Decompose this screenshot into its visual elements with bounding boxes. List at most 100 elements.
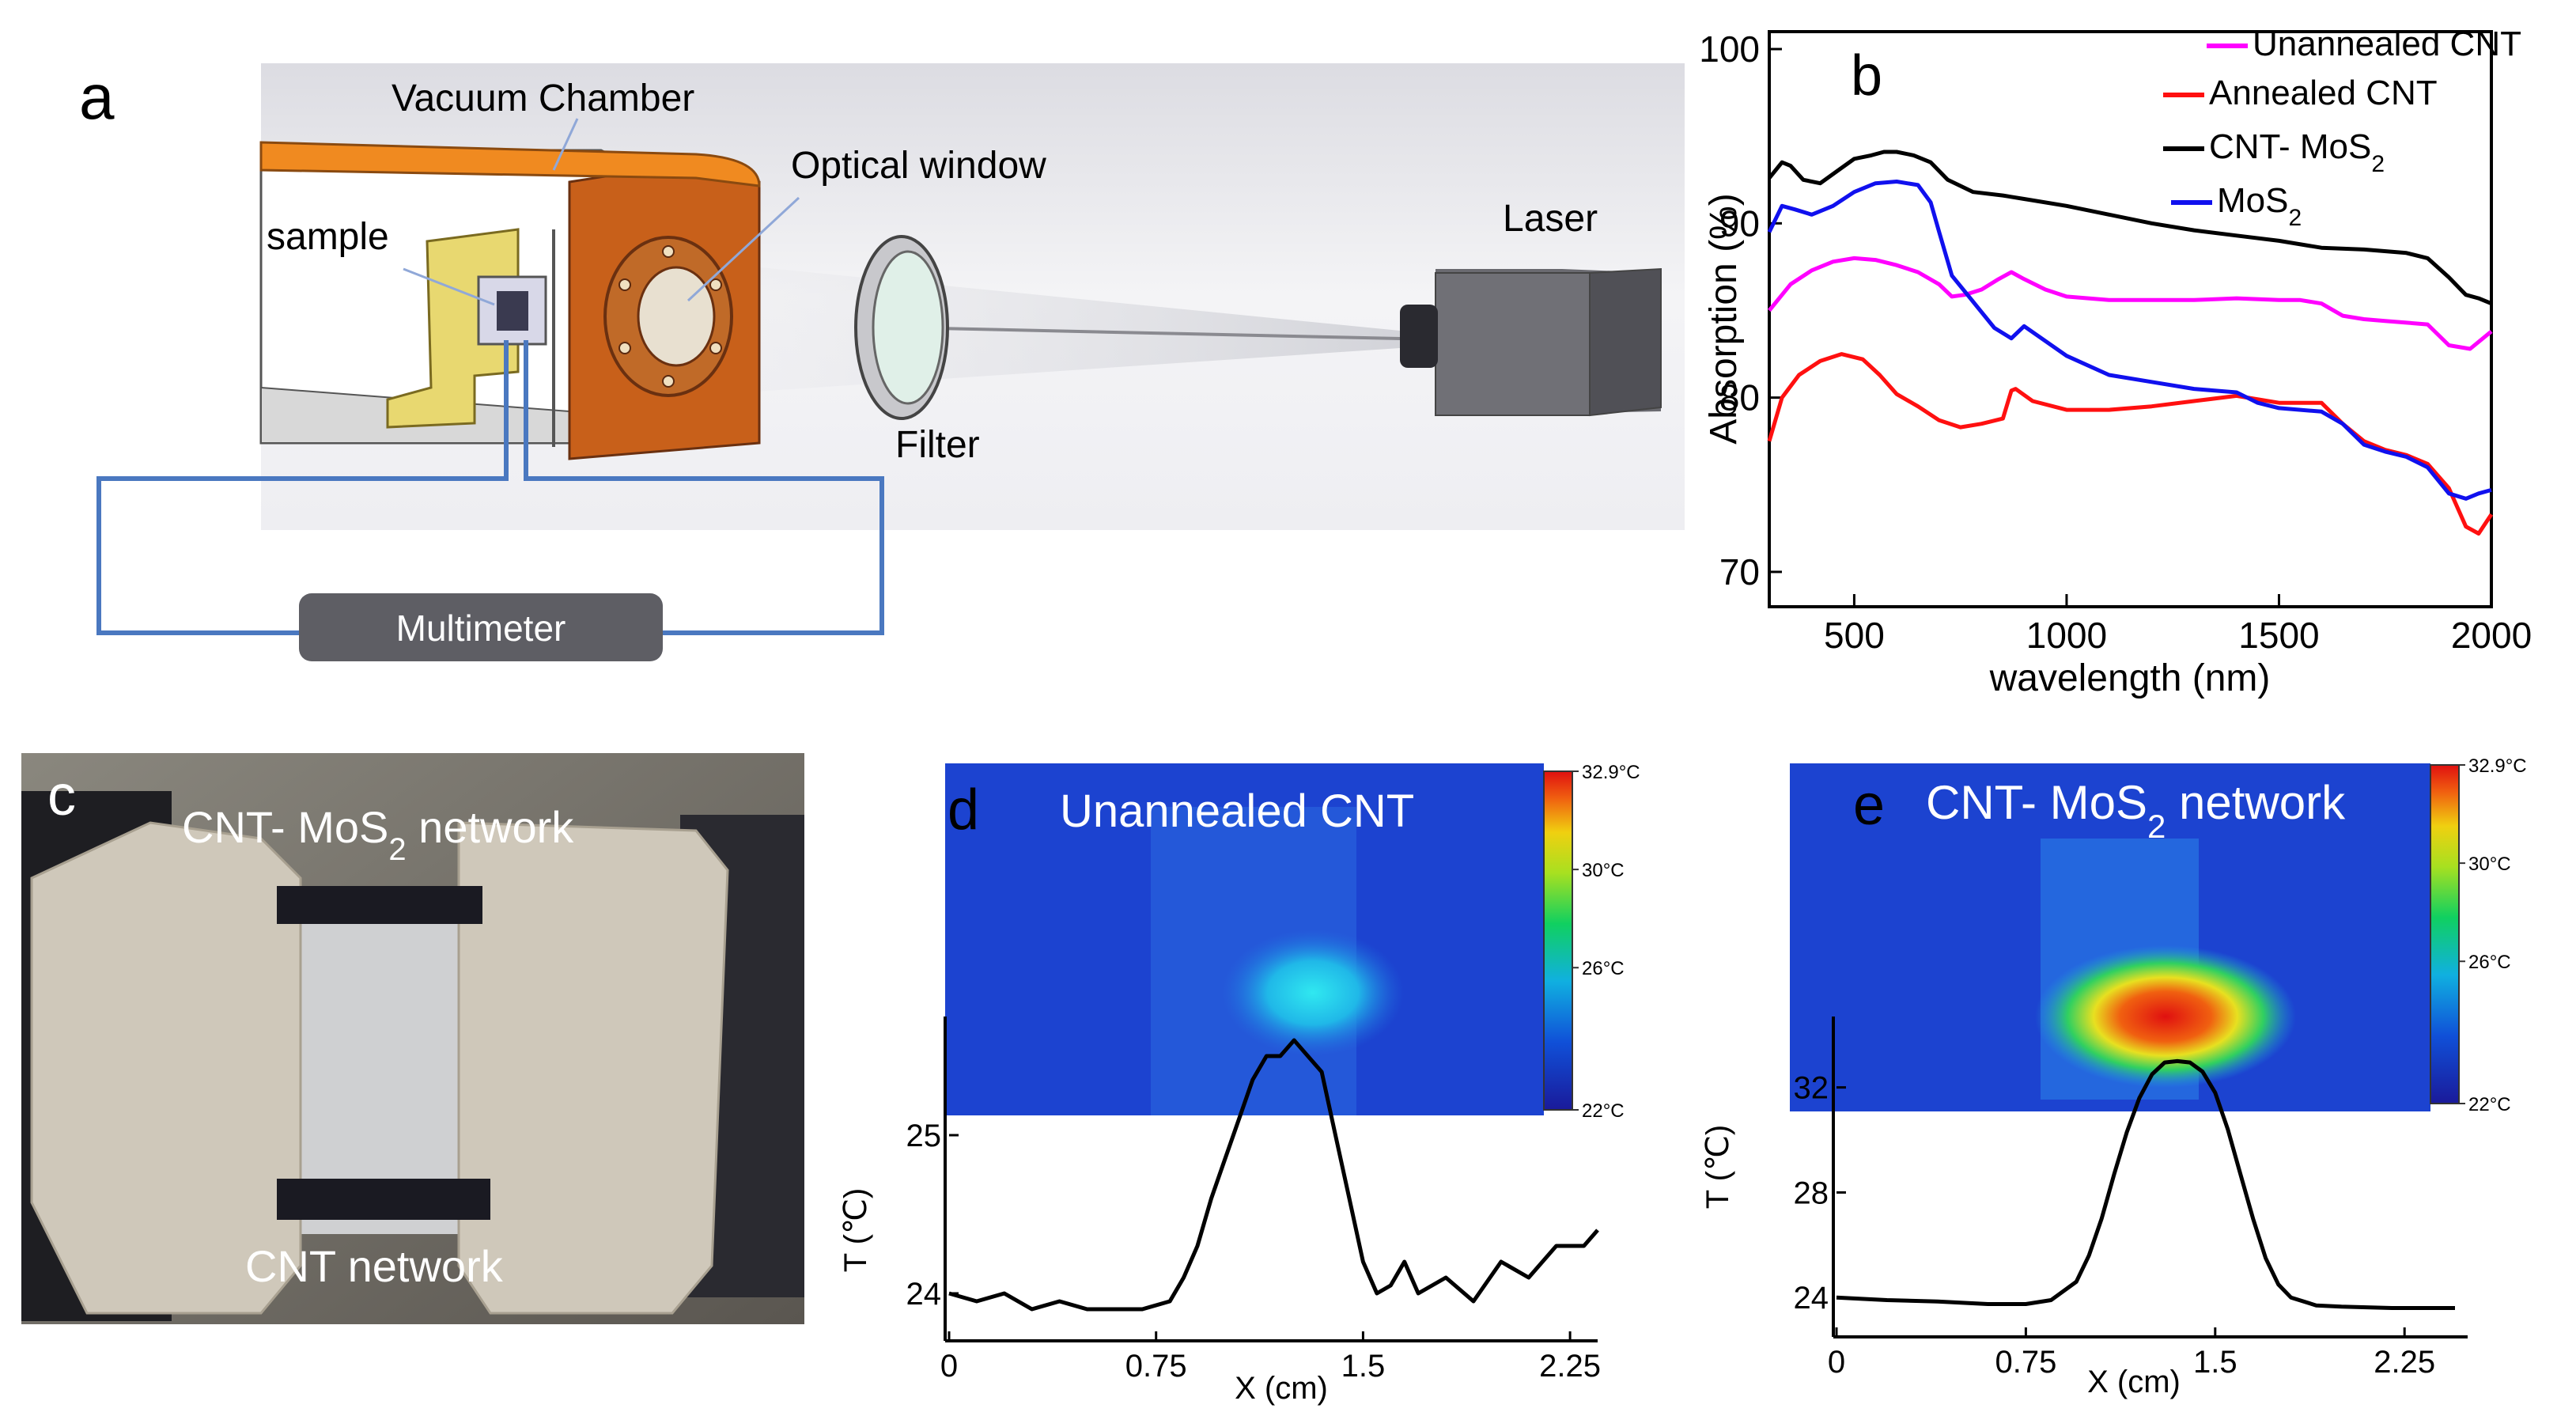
chart-b-xtick-label: 1000 bbox=[2026, 615, 2107, 656]
colorbar-d bbox=[1543, 770, 1573, 1111]
chart-d-lines bbox=[948, 1038, 1599, 1312]
chart-e-xtick-label: 1.5 bbox=[2193, 1345, 2237, 1380]
optical-window-glass bbox=[637, 266, 716, 367]
chart-b-series-line bbox=[1768, 256, 2493, 351]
flange-bolt bbox=[618, 342, 631, 354]
chart-b-legend-label: CNT- MoS2 bbox=[2209, 127, 2385, 177]
flange-bolt bbox=[662, 245, 675, 258]
chart-b-legend-label: Annealed CNT bbox=[2209, 74, 2438, 112]
panel-a-letter: a bbox=[79, 62, 115, 132]
chart-e-ylabel: T (℃) bbox=[1700, 1125, 1735, 1209]
wire-right bbox=[524, 340, 884, 635]
photo-top-label: CNT- MoS2 network bbox=[182, 802, 574, 867]
panel-c-device-photo: c CNT- MoS2 network CNT network bbox=[21, 753, 804, 1324]
photo-right-electrode bbox=[457, 821, 729, 1315]
chart-e-ticks: 0 0.75 1.5 2.25 24 28 32 bbox=[1794, 1071, 2436, 1380]
colorbar-tick-label: 26°C bbox=[1582, 958, 1625, 979]
vacuum-chamber-arrow bbox=[552, 118, 579, 171]
filter-glass bbox=[872, 250, 944, 405]
chart-e-ytick-label: 24 bbox=[1794, 1281, 1829, 1316]
chart-e-xlabel: X (cm) bbox=[2087, 1365, 2181, 1399]
chart-b-ytick-label: 100 bbox=[1699, 28, 1760, 70]
optical-window-arrow bbox=[687, 196, 800, 302]
chart-d-xtick-label: 0 bbox=[940, 1349, 958, 1384]
chart-b-xtick-label: 1500 bbox=[2238, 615, 2319, 656]
vacuum-chamber-label: Vacuum Chamber bbox=[392, 78, 694, 119]
chart-d-ytick-label: 25 bbox=[906, 1119, 942, 1153]
panel-d-thermal-profile: 32.9°C 30°C 26°C 22°C d Unannealed CNT 0 0.7… bbox=[838, 762, 1640, 1406]
chart-b-ytick-label: 90 bbox=[1719, 203, 1760, 244]
chart-b-ytick-label: 70 bbox=[1719, 551, 1760, 593]
sample-film bbox=[497, 291, 528, 331]
photo-cnt-mos2-strip bbox=[277, 886, 482, 924]
panel-c-letter: c bbox=[47, 764, 76, 827]
laser-side bbox=[1589, 267, 1662, 417]
chart-d-xtick-label: 2.25 bbox=[1539, 1349, 1601, 1384]
photo-left-electrode bbox=[30, 821, 302, 1315]
chart-b-series-line bbox=[1767, 352, 2494, 536]
colorbar-e-ticks: 32.9°C 30°C 26°C 22°C bbox=[2459, 755, 2527, 1115]
thermal-d-title: Unannealed CNT bbox=[1060, 786, 1414, 837]
wire-left bbox=[96, 340, 509, 635]
panel-e-thermal-profile: 32.9°C 30°C 26°C 22°C e CNT- MoS2 network 0… bbox=[1700, 755, 2576, 1399]
chart-d-xlabel: X (cm) bbox=[1235, 1371, 1328, 1406]
panel-e-letter: e bbox=[1853, 774, 1885, 837]
chart-b-ytick-label: 80 bbox=[1719, 377, 1760, 418]
colorbar-tick-label: 26°C bbox=[2468, 952, 2511, 973]
chart-b-legend-label: Unannealed CNT bbox=[2253, 25, 2521, 63]
optical-window-label: Optical window bbox=[791, 145, 1046, 187]
panel-a-setup-diagram: Multimeter a Vacuum Chamber Optical wind… bbox=[79, 62, 1685, 661]
sample-arrow bbox=[403, 267, 495, 306]
thermal-d-hotspot bbox=[1222, 929, 1404, 1056]
chart-b-series-line bbox=[1767, 180, 2492, 501]
flange-bolt bbox=[709, 278, 722, 291]
chart-b-xtick-label: 500 bbox=[1824, 615, 1885, 656]
colorbar-tick-label: 30°C bbox=[2468, 854, 2511, 875]
thermal-e-hotspot bbox=[2035, 945, 2296, 1088]
multimeter-box bbox=[299, 593, 663, 661]
flange-bolt bbox=[709, 342, 722, 354]
colorbar-tick-label: 22°C bbox=[1582, 1100, 1625, 1122]
colorbar-e bbox=[2430, 764, 2460, 1104]
panel-b-letter: b bbox=[1851, 44, 1882, 108]
chart-d-xtick-label: 1.5 bbox=[1341, 1349, 1386, 1384]
chart-e-lines bbox=[1836, 1058, 2455, 1310]
chart-d-ytick-label: 24 bbox=[906, 1277, 942, 1312]
chart-e-ytick-label: 28 bbox=[1794, 1176, 1829, 1210]
colorbar-tick-label: 32.9°C bbox=[1582, 762, 1640, 783]
chart-b-legend-label: MoS2 bbox=[2217, 181, 2302, 231]
colorbar-tick-label: 22°C bbox=[2468, 1094, 2511, 1115]
multimeter-label: Multimeter bbox=[396, 608, 566, 649]
laser-aperture bbox=[1400, 305, 1438, 368]
chart-e-xtick-label: 2.25 bbox=[2374, 1345, 2435, 1380]
chart-b-frame bbox=[1768, 30, 2493, 608]
chart-d-ylabel: T (℃) bbox=[838, 1188, 873, 1272]
chart-b-xlabel: wavelength (nm) bbox=[1989, 657, 2271, 699]
flange-bolt bbox=[618, 278, 631, 291]
chart-b-lines bbox=[1767, 150, 2494, 536]
photo-bottom-label: CNT network bbox=[245, 1241, 504, 1291]
chart-e-xtick-label: 0.75 bbox=[1995, 1345, 2056, 1380]
photo-cnt-strip bbox=[277, 1179, 490, 1220]
photo-substrate-gap bbox=[293, 886, 459, 1234]
filter-label: Filter bbox=[895, 424, 980, 466]
laser-front bbox=[1435, 272, 1591, 416]
flange-bolt bbox=[662, 375, 675, 388]
chart-d-ticks: 0 0.75 1.5 2.25 24 25 bbox=[906, 1119, 1602, 1384]
chart-e-xtick-label: 0 bbox=[1828, 1345, 1845, 1380]
laser-beam-line bbox=[901, 326, 1401, 340]
panel-b-absorption-chart: 500 1000 1500 2000 70 80 90 100 Unannealed CNT A… bbox=[1699, 25, 2532, 699]
chart-e-ytick-label: 32 bbox=[1794, 1071, 1829, 1106]
thermal-e-title: CNT- MoS2 network bbox=[1926, 776, 2346, 845]
laser-label: Laser bbox=[1503, 198, 1598, 240]
colorbar-tick-label: 30°C bbox=[1582, 860, 1625, 881]
chart-b-ticks: 500 1000 1500 2000 70 80 90 100 bbox=[1699, 28, 2532, 656]
chart-d-profile-line bbox=[948, 1038, 1599, 1312]
chart-d-xtick-label: 0.75 bbox=[1125, 1349, 1187, 1384]
colorbar-d-ticks: 32.9°C 30°C 26°C 22°C bbox=[1572, 762, 1640, 1122]
chart-e-profile-line bbox=[1836, 1058, 2455, 1310]
chart-b-ylabel: Absorption (%) bbox=[1703, 193, 1745, 444]
sample-label: sample bbox=[267, 216, 389, 258]
